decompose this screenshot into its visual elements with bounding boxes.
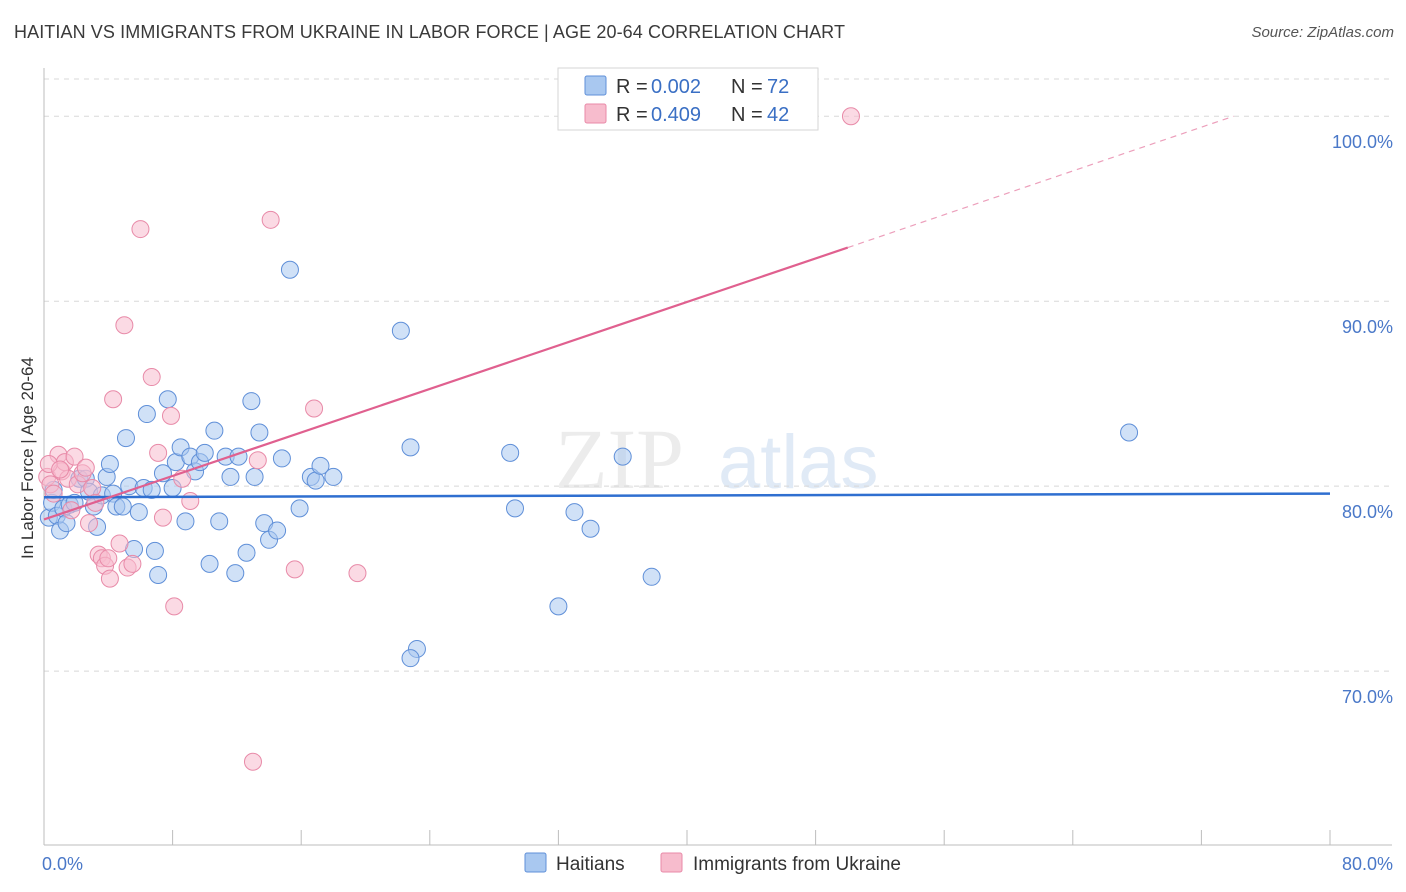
haitian-point-58: [324, 467, 343, 486]
ukraine-point-29: [161, 406, 180, 425]
ukraine-point-8: [65, 447, 84, 466]
haitian-point-19: [116, 429, 135, 448]
haitian-point-64: [505, 499, 524, 518]
ukraine-point-22: [115, 316, 134, 335]
haitian-point-22: [129, 503, 148, 522]
legend-r-label-ukraine: R =: [616, 104, 648, 126]
legend-r-label-haitians: R =: [616, 76, 648, 98]
haitian-point-62: [401, 649, 420, 668]
legend-n-value-haitians: 72: [767, 76, 789, 98]
ukraine-point-38: [348, 564, 367, 583]
haitian-point-70: [1120, 423, 1139, 442]
ukraine-point-33: [243, 752, 262, 771]
haitian-point-24: [137, 405, 156, 424]
y-tick-label-2: 90.0%: [1342, 317, 1393, 337]
bottom-legend-swatch-ukraine: [660, 852, 683, 873]
haitian-point-52: [272, 449, 291, 468]
source-label: Source: ZipAtlas.com: [1251, 24, 1394, 41]
haitian-point-33: [176, 512, 195, 531]
haitian-point-51: [268, 521, 287, 540]
watermark-atlas: atlas: [718, 420, 879, 505]
trendlines: [43, 115, 1331, 521]
haitian-point-68: [613, 447, 632, 466]
haitian-point-53: [280, 260, 299, 279]
y-tick-label-3: 100.0%: [1332, 132, 1393, 152]
haitian-point-26: [145, 541, 164, 560]
trendline-haitians: [43, 492, 1331, 499]
ukraine-point-21: [110, 534, 129, 553]
legend-n-value-ukraine: 42: [767, 104, 789, 126]
ukraine-point-20: [104, 390, 123, 409]
haitian-point-39: [205, 421, 224, 440]
legend-n-label-haitians: N =: [731, 76, 763, 98]
ukraine-point-18: [99, 549, 118, 568]
y-tick-label-1: 80.0%: [1342, 502, 1393, 522]
ukraine-point-2: [44, 484, 63, 503]
ukraine-point-41: [51, 460, 70, 479]
series-ukraine: [38, 107, 860, 771]
series-legend: Haitians Immigrants from Ukraine: [524, 852, 901, 875]
ukraine-point-30: [165, 597, 184, 616]
ukraine-point-13: [83, 479, 102, 498]
correlation-legend: R = 0.002 N = 72 R = 0.409 N = 42: [557, 67, 819, 131]
haitian-point-15: [100, 454, 119, 473]
ukraine-point-34: [248, 451, 267, 470]
ukraine-point-24: [123, 554, 142, 573]
chart-title: HAITIAN VS IMMIGRANTS FROM UKRAINE IN LA…: [14, 22, 846, 42]
y-axis-title: In Labor Force | Age 20-64: [18, 357, 37, 559]
trendline-ukraine-extension: [847, 115, 1234, 249]
legend-r-value-haitians: 0.002: [651, 76, 701, 98]
haitian-point-29: [158, 390, 177, 409]
ukraine-point-35: [261, 210, 280, 229]
ukraine-point-32: [181, 491, 200, 510]
haitian-point-57: [311, 456, 330, 475]
gridlines: [44, 78, 1392, 672]
haitian-point-37: [195, 443, 214, 462]
x-tick-label-0: 0.0%: [42, 854, 83, 874]
haitian-point-42: [221, 467, 240, 486]
ukraine-point-12: [80, 514, 99, 533]
tick-labels: 70.0% 80.0% 90.0% 100.0% 0.0% 80.0%: [42, 132, 1393, 874]
haitian-point-67: [581, 519, 600, 538]
ukraine-point-19: [100, 569, 119, 588]
legend-swatch-haitians: [584, 75, 607, 96]
trendline-ukraine: [43, 246, 849, 521]
haitian-point-47: [245, 467, 264, 486]
haitian-point-63: [501, 443, 520, 462]
bottom-legend-label-haitians: Haitians: [556, 854, 625, 875]
bottom-legend-label-ukraine: Immigrants from Ukraine: [693, 854, 901, 875]
haitian-point-45: [237, 543, 256, 562]
ukraine-point-26: [142, 368, 161, 387]
ukraine-point-37: [305, 399, 324, 418]
haitian-point-69: [642, 567, 661, 586]
y-tick-label-0: 70.0%: [1342, 687, 1393, 707]
bottom-legend-swatch-haitians: [524, 852, 547, 873]
haitian-point-59: [391, 321, 410, 340]
haitian-point-18: [113, 497, 132, 516]
legend-swatch-ukraine: [584, 103, 607, 124]
haitian-point-48: [250, 423, 269, 442]
ukraine-point-25: [131, 220, 150, 239]
watermark: ZIP atlas: [555, 411, 879, 507]
haitian-point-38: [200, 554, 219, 573]
haitian-point-27: [149, 565, 168, 584]
ukraine-point-28: [153, 508, 172, 527]
haitian-point-46: [242, 392, 261, 411]
haitian-point-60: [401, 438, 420, 457]
haitian-point-43: [226, 564, 245, 583]
ukraine-point-11: [76, 458, 95, 477]
ukraine-point-39: [841, 107, 860, 126]
x-tick-label-1: 80.0%: [1342, 854, 1393, 874]
legend-r-value-ukraine: 0.409: [651, 104, 701, 126]
haitian-point-40: [210, 512, 229, 531]
haitian-point-66: [565, 503, 584, 522]
ukraine-point-27: [149, 443, 168, 462]
haitian-point-54: [290, 499, 309, 518]
haitian-point-65: [549, 597, 568, 616]
ukraine-point-36: [285, 560, 304, 579]
legend-n-label-ukraine: N =: [731, 104, 763, 126]
